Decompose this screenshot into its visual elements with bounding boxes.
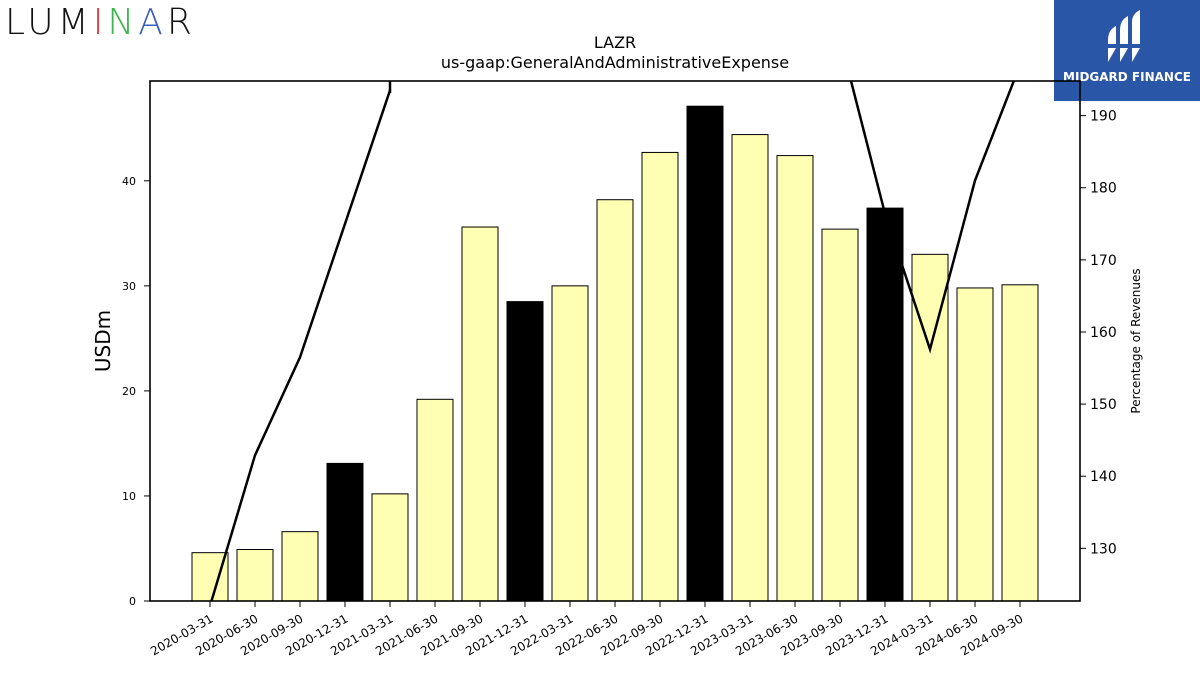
bar-2024-09-30 [1001,284,1039,602]
bar-2022-12-31 [686,105,724,602]
bar-2022-06-30 [596,199,634,602]
bar-2023-12-31 [866,207,904,602]
bars-layer [191,105,1039,602]
bar-2020-06-30 [236,549,274,602]
bar-2021-09-30 [461,226,499,602]
y2-tick-label: 170 [1090,253,1117,269]
luminar-logo: LUMINAR [5,2,196,43]
bar-2023-06-30 [776,155,814,602]
midgard-finance-badge: MIDGARD FINANCE [1054,0,1200,101]
y-tick-label: 40 [122,175,136,188]
bar-2023-03-31 [731,134,769,602]
y-axis-right: 130 140 150 160 170 180 190 [1080,109,1117,557]
y2-axis-label: Percentage of Revenues [1129,268,1143,413]
y-tick-label: 20 [122,385,136,398]
line-segment-entry [849,81,887,215]
x-axis: 2020-03-312020-06-302020-09-302020-12-31… [148,601,1026,658]
y-tick-label: 10 [122,490,136,503]
y-tick-label: 30 [122,280,136,293]
bar-2020-09-30 [281,531,319,602]
bar-2021-06-30 [416,398,454,602]
bar-2022-03-31 [551,285,589,602]
badge-label: MIDGARD FINANCE [1063,70,1191,84]
y2-tick-label: 140 [1090,469,1117,485]
chart-title: LAZR [594,33,636,52]
chart-subtitle: us-gaap:GeneralAndAdministrativeExpense [441,53,789,72]
line-layer [210,81,1016,601]
y-axis-label: USDm [91,310,115,372]
line-segment-1 [210,89,392,601]
y-tick-label: 0 [129,595,136,608]
y2-tick-label: 160 [1090,325,1117,341]
y2-tick-label: 150 [1090,397,1117,413]
bar-2021-12-31 [506,301,544,602]
y2-tick-label: 180 [1090,181,1117,197]
bar-2023-09-30 [821,228,859,602]
line-segment-2 [883,81,1016,354]
midgard-logo-icon [1108,10,1140,62]
bar-2024-06-30 [956,287,994,602]
bar-2021-03-31 [371,493,409,602]
bar-2020-12-31 [326,462,364,602]
y2-tick-label: 130 [1090,541,1117,557]
y-axis-left: 0 10 20 30 40 [122,175,150,608]
bar-2022-09-30 [641,151,679,602]
y2-tick-label: 190 [1090,109,1117,125]
